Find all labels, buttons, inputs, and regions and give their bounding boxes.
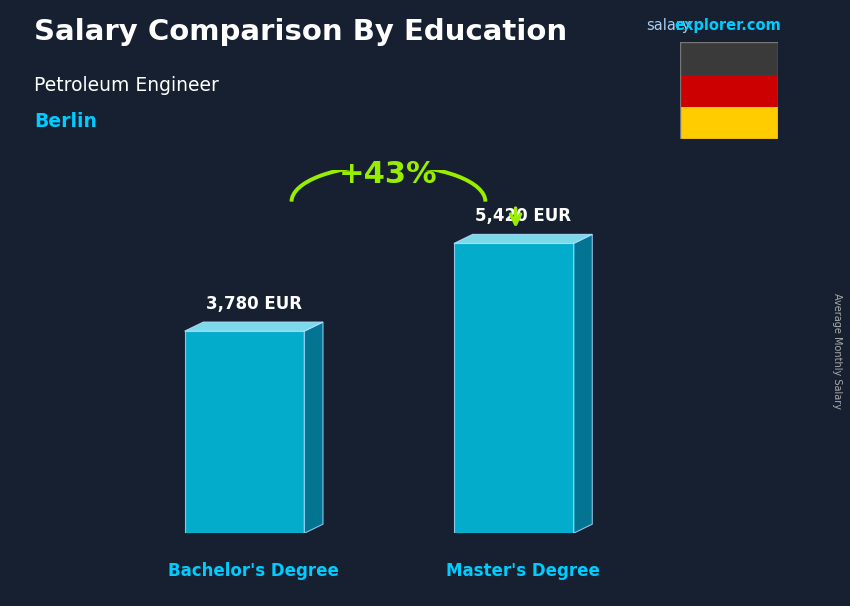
Text: Master's Degree: Master's Degree: [446, 562, 600, 581]
Polygon shape: [454, 244, 574, 533]
Polygon shape: [304, 322, 323, 533]
Text: Bachelor's Degree: Bachelor's Degree: [168, 562, 339, 581]
Text: explorer.com: explorer.com: [674, 18, 781, 33]
Polygon shape: [184, 322, 323, 331]
Text: 3,780 EUR: 3,780 EUR: [206, 295, 302, 313]
Bar: [680, 107, 778, 139]
Polygon shape: [574, 235, 592, 533]
Bar: [680, 75, 778, 107]
Text: Average Monthly Salary: Average Monthly Salary: [832, 293, 842, 410]
Bar: [680, 42, 778, 75]
Text: Salary Comparison By Education: Salary Comparison By Education: [34, 18, 567, 46]
Text: Petroleum Engineer: Petroleum Engineer: [34, 76, 218, 95]
Text: salary: salary: [646, 18, 690, 33]
Text: Berlin: Berlin: [34, 112, 97, 131]
Text: 5,420 EUR: 5,420 EUR: [475, 207, 571, 225]
Polygon shape: [184, 331, 304, 533]
Polygon shape: [454, 235, 592, 244]
Text: +43%: +43%: [339, 160, 438, 189]
